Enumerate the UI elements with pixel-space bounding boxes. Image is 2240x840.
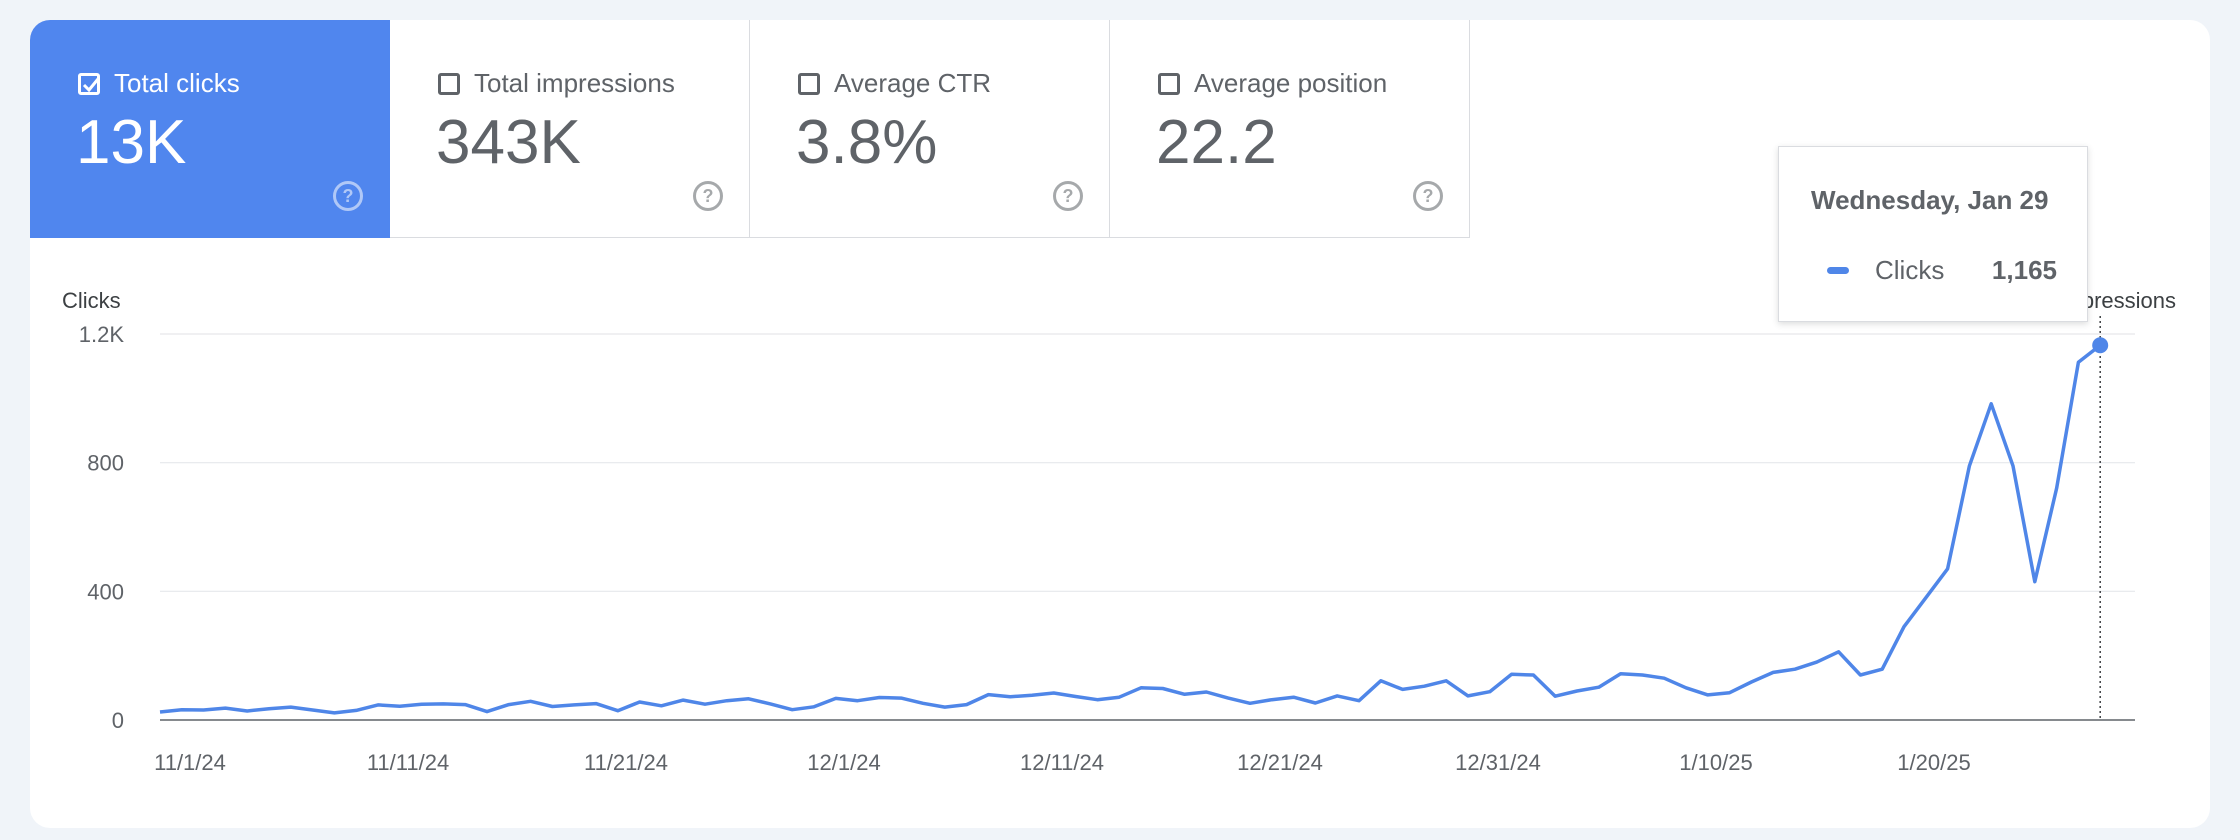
metric-tile-total-clicks[interactable]: Total clicks 13K ? bbox=[30, 20, 390, 238]
series-line-clicks[interactable] bbox=[159, 343, 2102, 715]
x-tick-label: 12/11/24 bbox=[1020, 750, 1104, 775]
checkbox-icon[interactable] bbox=[798, 72, 820, 95]
metric-value: 22.2 bbox=[1156, 108, 1277, 177]
help-icon[interactable]: ? bbox=[1413, 181, 1443, 211]
x-tick-label: 11/1/24 bbox=[154, 750, 226, 775]
x-tick-label: 11/11/24 bbox=[367, 750, 449, 775]
metric-header: Average CTR bbox=[798, 68, 991, 99]
metric-tile-average-ctr[interactable]: Average CTR 3.8% ? bbox=[750, 20, 1110, 238]
y-tick-label: 800 bbox=[87, 451, 124, 476]
metric-header: Average position bbox=[1158, 68, 1387, 99]
help-icon[interactable]: ? bbox=[1053, 181, 1083, 211]
help-icon[interactable]: ? bbox=[693, 181, 723, 211]
metric-value: 3.8% bbox=[796, 108, 938, 177]
metric-tile-average-position[interactable]: Average position 22.2 ? bbox=[1110, 20, 1470, 238]
help-icon[interactable]: ? bbox=[333, 181, 363, 211]
y-axis-ticks: 0 400 800 1.2K bbox=[79, 322, 125, 733]
x-tick-label: 1/10/25 bbox=[1679, 750, 1752, 775]
gridlines bbox=[160, 333, 2135, 721]
x-tick-label: 12/31/24 bbox=[1455, 750, 1541, 775]
y-tick-label: 0 bbox=[112, 708, 124, 733]
x-tick-label: 12/21/24 bbox=[1237, 750, 1323, 775]
chart-tooltip: Wednesday, Jan 29 Clicks 1,165 bbox=[1778, 146, 2088, 322]
metric-value: 13K bbox=[76, 108, 187, 177]
y-axis-title: Clicks bbox=[62, 288, 121, 313]
x-tick-label: 11/21/24 bbox=[584, 750, 668, 775]
tooltip-date: Wednesday, Jan 29 bbox=[1811, 185, 2049, 215]
metric-header: Total impressions bbox=[438, 68, 675, 99]
checkbox-icon[interactable] bbox=[438, 72, 460, 95]
x-tick-label: 12/1/24 bbox=[807, 750, 880, 775]
metric-tiles: Total clicks 13K ? Total impressions 343… bbox=[30, 20, 1470, 238]
metric-header: Total clicks bbox=[78, 68, 240, 99]
series-swatch-icon bbox=[1827, 267, 1849, 274]
metric-label: Average position bbox=[1194, 68, 1388, 98]
checkbox-icon[interactable] bbox=[1158, 72, 1180, 95]
metric-value: 343K bbox=[436, 108, 581, 177]
y-tick-label: 1.2K bbox=[79, 322, 125, 347]
metric-label: Total impressions bbox=[474, 68, 675, 98]
x-tick-label: 1/20/25 bbox=[1897, 750, 1970, 775]
metric-tile-total-impressions[interactable]: Total impressions 343K ? bbox=[390, 20, 750, 238]
checkbox-checked-icon[interactable] bbox=[78, 72, 100, 95]
y-tick-label: 400 bbox=[87, 579, 124, 604]
metric-label: Total clicks bbox=[114, 68, 240, 98]
metric-label: Average CTR bbox=[834, 68, 992, 98]
tooltip-series-name: Clicks bbox=[1875, 255, 1945, 285]
x-axis-ticks: 11/1/24 11/11/24 11/21/24 12/1/24 12/11/24 12… bbox=[154, 750, 1971, 775]
hover-point[interactable] bbox=[2092, 337, 2109, 354]
tooltip-series-value: 1,165 bbox=[1991, 255, 2057, 285]
performance-card: Total clicks 13K ? Total impressions 343… bbox=[30, 20, 2210, 828]
